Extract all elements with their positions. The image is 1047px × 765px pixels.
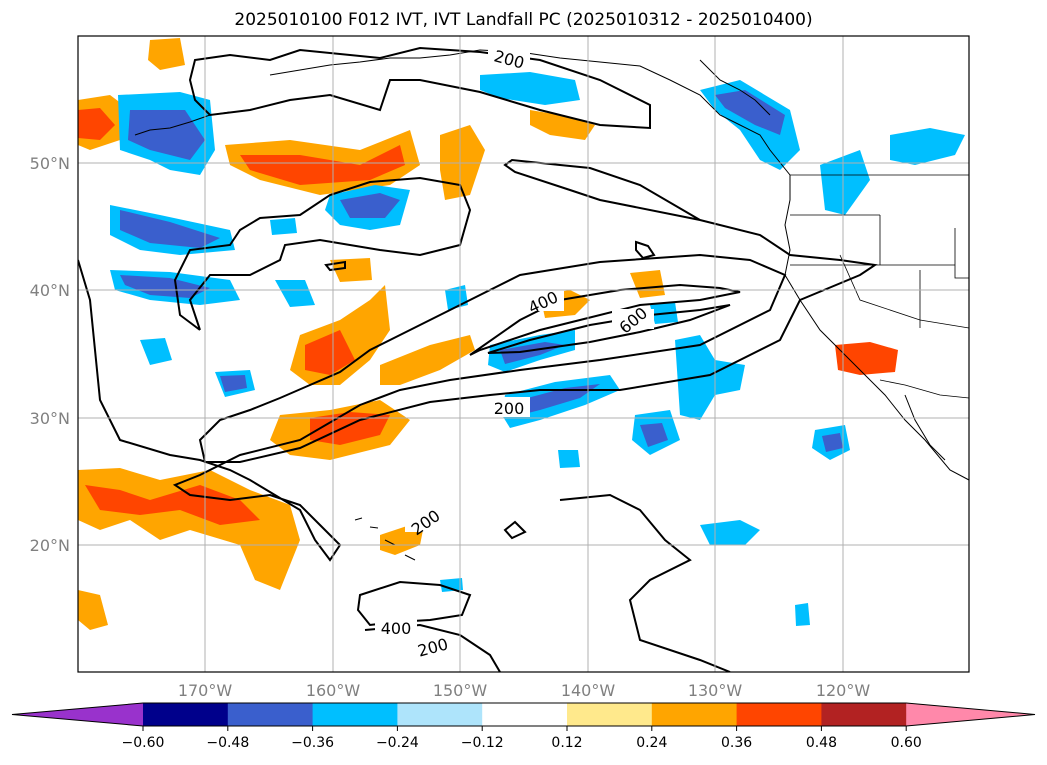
lat-label: 30°N xyxy=(30,409,70,428)
ivt-contour-200-main xyxy=(78,158,878,562)
shade-cyan-small5 xyxy=(440,578,463,592)
ivt-contour-small3 xyxy=(324,260,346,272)
shade-blue-w xyxy=(120,210,220,248)
shade-red-west xyxy=(85,485,260,525)
shade-blue-n xyxy=(340,193,400,218)
shade-orange-top xyxy=(148,38,185,70)
lat-label: 20°N xyxy=(30,536,70,555)
latitude-labels: 50°N 40°N 30°N 20°N xyxy=(30,154,70,555)
shade-red-north xyxy=(240,145,405,185)
shade-orange-center xyxy=(330,258,372,282)
shade-blue-bc xyxy=(715,90,785,135)
map-title: 2025010100 F012 IVT, IVT Landfall PC (20… xyxy=(234,10,813,30)
shade-orange-130 xyxy=(630,270,665,298)
shade-blue-jet2 xyxy=(520,384,600,415)
colorbar-segment xyxy=(821,703,907,726)
colorbar-tick-label: −0.24 xyxy=(376,735,419,751)
ivt-contour-200-north xyxy=(188,46,651,130)
colorbar-tick-label: 0.24 xyxy=(636,735,667,751)
shade-cyan-ne xyxy=(890,128,965,165)
shade-cyan-off1 xyxy=(675,335,745,420)
colorbar-segment xyxy=(482,703,568,726)
colorbar-segment xyxy=(567,703,653,726)
shade-cyan-wa xyxy=(820,150,870,215)
colorbar-tick-label: −0.36 xyxy=(291,735,334,751)
borders xyxy=(790,174,969,399)
shade-red-nw xyxy=(78,108,115,140)
lon-label: 140°W xyxy=(561,681,616,700)
shade-cyan-ak1 xyxy=(480,72,580,105)
map-frame xyxy=(77,35,970,673)
hawaii-islands xyxy=(354,517,416,561)
colorbar-extend-high xyxy=(906,703,1035,726)
shade-red-central xyxy=(310,412,390,445)
ivt-contour-200-sw xyxy=(559,493,731,672)
contour-label-400-south: 400 xyxy=(381,619,412,638)
colorbar-tick-label: −0.60 xyxy=(122,735,165,751)
coast-bc-islands xyxy=(699,59,771,116)
colorbar-segment xyxy=(312,703,398,726)
colorbar-segment xyxy=(397,703,483,726)
shade-blue-off2 xyxy=(640,423,668,447)
shade-cyan-mid2 xyxy=(140,338,172,365)
colorbar-segment xyxy=(736,703,822,726)
shade-cyan-mid3 xyxy=(275,280,315,307)
shade-cyan-small4 xyxy=(270,218,297,235)
contour-label-group: 200 400 600 200 200 400 200 xyxy=(375,46,654,661)
colorbar-extend-low xyxy=(12,703,143,726)
lon-label: 150°W xyxy=(433,681,488,700)
shade-blue-w2 xyxy=(120,275,210,298)
shade-red-mid xyxy=(305,330,355,375)
colorbar-tick-label: 0.12 xyxy=(551,735,582,751)
colorbar-tick-label: 0.60 xyxy=(891,735,922,751)
lon-label: 160°W xyxy=(306,681,361,700)
shade-orange-subsw xyxy=(78,590,108,630)
lat-label: 40°N xyxy=(30,281,70,300)
ivt-contour-small1 xyxy=(503,520,527,540)
coast-aleutians xyxy=(134,111,231,136)
longitude-labels: 170°W 160°W 150°W 140°W 130°W 120°W xyxy=(178,681,871,700)
lon-label: 130°W xyxy=(688,681,743,700)
lat-label: 50°N xyxy=(30,154,70,173)
ivt-contour-200-south xyxy=(356,580,472,627)
colorbar-segment xyxy=(227,703,314,726)
pc-shading-negative xyxy=(110,72,965,626)
lon-label: 170°W xyxy=(178,681,233,700)
colorbar-segment xyxy=(143,703,229,726)
colorbar: −0.60 −0.48 −0.36 −0.24 −0.12 0.12 0.24 0.36 0.4… xyxy=(11,702,1036,751)
shade-cyan-small6 xyxy=(795,603,810,626)
gridlines xyxy=(78,36,969,672)
border-states xyxy=(790,214,969,329)
colorbar-tick-label: 0.48 xyxy=(806,735,837,751)
lon-label: 120°W xyxy=(816,681,871,700)
shade-orange-ak xyxy=(530,110,595,140)
ivt-contour-small2 xyxy=(635,240,656,260)
coastlines xyxy=(134,49,969,561)
contour-label-200-mid: 200 xyxy=(494,399,525,418)
ivt-contour-600 xyxy=(487,304,731,354)
shade-blue-mid1 xyxy=(220,375,247,392)
shade-red-ca xyxy=(835,342,898,375)
border-us-mex xyxy=(879,379,969,399)
coast-peninsula xyxy=(904,394,946,461)
shade-blue-nw xyxy=(128,110,205,160)
shade-cyan-small3 xyxy=(558,450,580,468)
colorbar-segment xyxy=(651,703,738,726)
colorbar-tick-label: −0.48 xyxy=(206,735,249,751)
colorbar-tick-label: 0.36 xyxy=(721,735,752,751)
shade-orange-jet xyxy=(380,335,475,385)
colorbar-tick-label: −0.12 xyxy=(461,735,504,751)
coast-alaska xyxy=(269,49,969,481)
shade-blue-e xyxy=(822,433,843,452)
